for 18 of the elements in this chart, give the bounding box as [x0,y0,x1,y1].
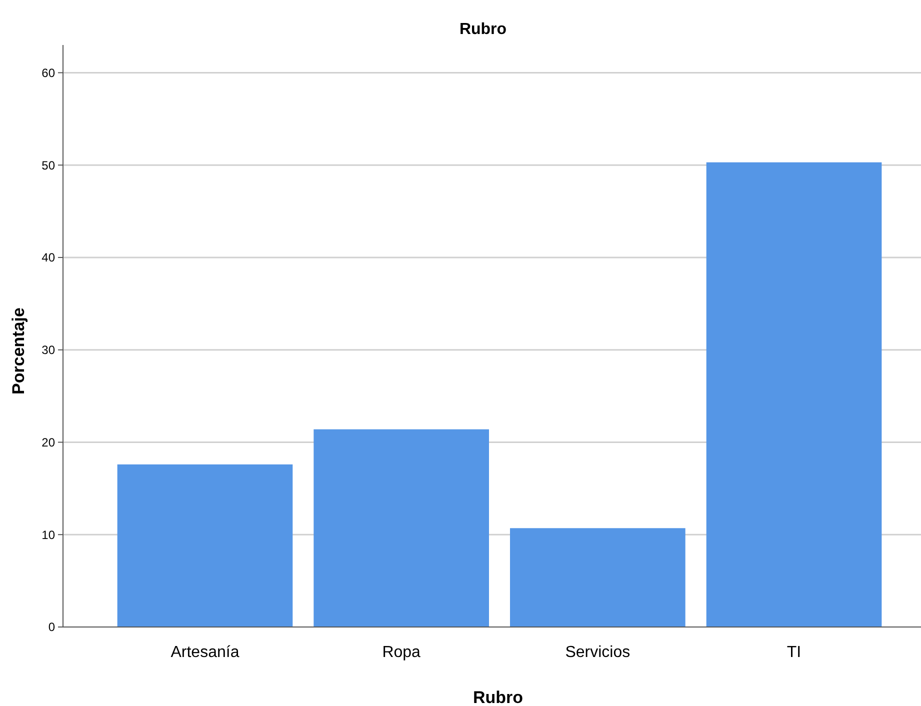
x-tick-label: Ropa [382,644,421,661]
y-tick-label: 20 [42,435,56,450]
x-tick-label: Artesanía [170,644,240,661]
bar [314,429,489,627]
y-tick-label: 30 [42,343,56,358]
y-tick-label: 10 [42,528,56,542]
x-axis-title: Rubro [472,688,524,706]
y-tick-label: 0 [48,620,56,634]
chart-title: Rubro [459,21,507,38]
y-tick-label: 40 [42,250,56,265]
x-tick-label: Servicios [565,644,630,661]
bar [510,528,686,627]
y-tick-label: 60 [42,66,56,80]
bar [706,162,882,627]
bar [117,464,293,627]
x-tick-label: TI [786,644,802,661]
y-tick-label: 50 [42,158,56,172]
y-axis-title: Porcentaje [9,308,28,394]
